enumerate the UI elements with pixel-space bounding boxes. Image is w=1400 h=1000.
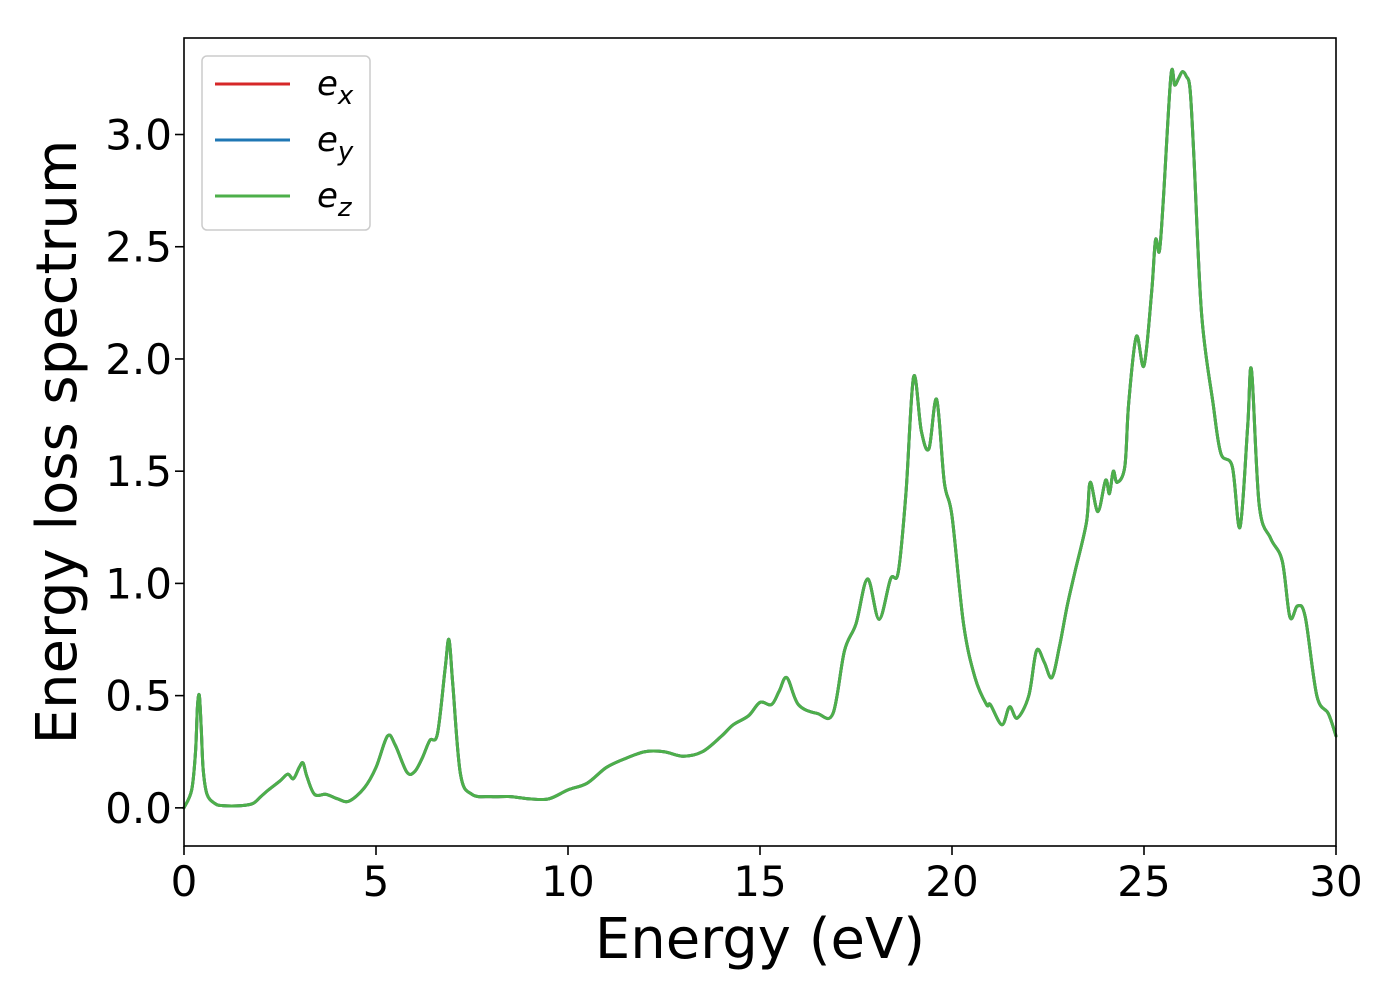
y-tick-label: 3.0: [105, 111, 172, 160]
x-tick-label: 15: [733, 857, 786, 906]
y-axis-title: Energy loss spectrum: [25, 140, 90, 745]
legend-box: [201, 55, 371, 231]
y-tick-label: 2.0: [105, 335, 172, 384]
legend-label-e-x: ex: [317, 64, 354, 111]
y-tick-label: 1.5: [105, 447, 172, 496]
legend: ex ey ez: [201, 55, 371, 231]
y-axis: 0.0 0.5 1.0 1.5 2.0 2.5 3.0: [105, 111, 184, 833]
y-tick-label: 2.5: [105, 223, 172, 272]
x-tick-label: 5: [363, 857, 390, 906]
x-tick-label: 0: [171, 857, 198, 906]
plot-area: [182, 67, 1338, 810]
x-tick-label: 20: [925, 857, 978, 906]
legend-label-e-y: ey: [317, 120, 354, 167]
series-line-e-z: [182, 67, 1338, 810]
y-tick-label: 0.5: [105, 672, 172, 721]
legend-label-e-z: ez: [317, 176, 353, 223]
x-tick-label: 10: [541, 857, 594, 906]
x-axis-title: Energy (eV): [595, 907, 925, 972]
x-tick-label: 25: [1117, 857, 1170, 906]
x-tick-label: 30: [1309, 857, 1362, 906]
series-layer: [182, 67, 1338, 810]
y-tick-label: 0.0: [105, 784, 172, 833]
x-axis: 0 5 10 15 20 25 30: [171, 846, 1363, 906]
y-tick-label: 1.0: [105, 559, 172, 608]
